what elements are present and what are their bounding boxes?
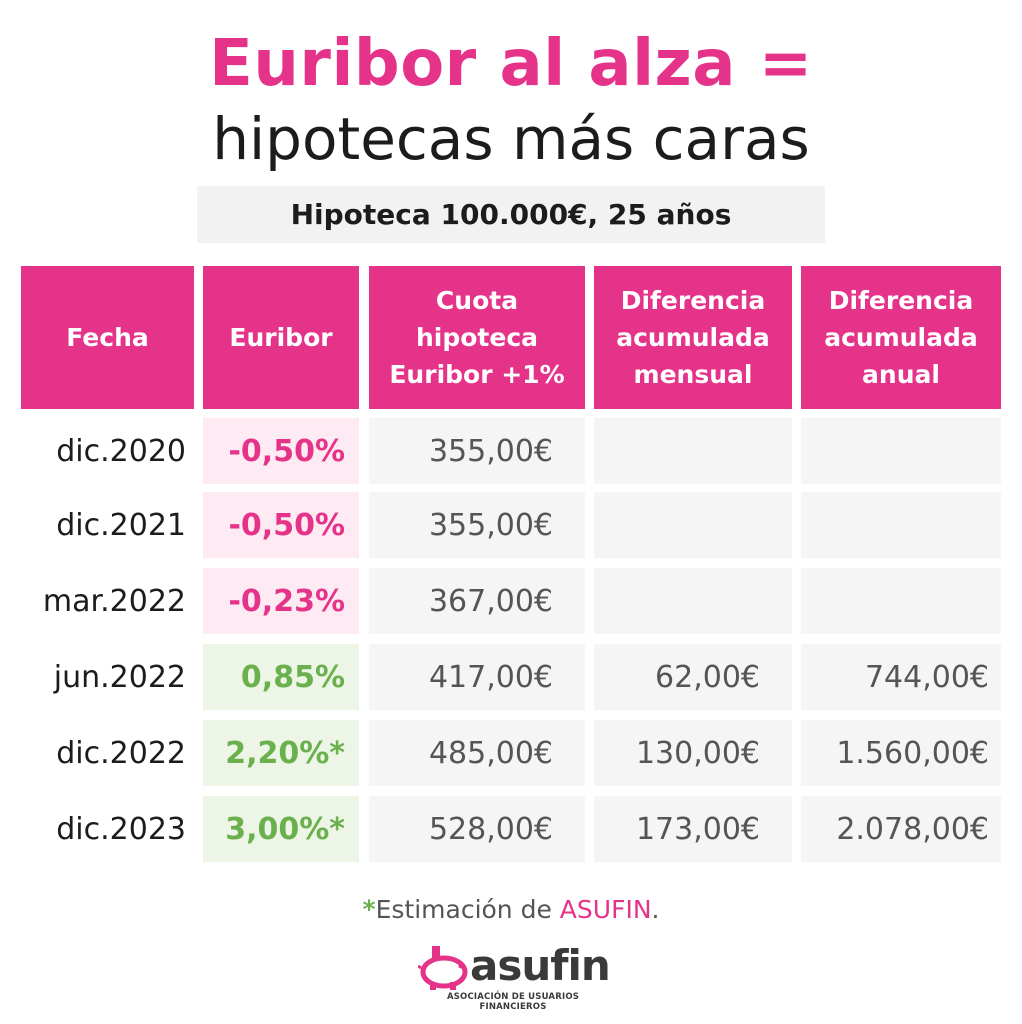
euribor-cell: 3,00%* bbox=[203, 796, 359, 862]
asufin-logo: asufin ASOCIACIÓN DE USUARIOS FINANCIERO… bbox=[418, 940, 611, 1012]
footnote-asterisk: * bbox=[362, 895, 376, 924]
annual-diff-cell: 2.078,00€ bbox=[801, 796, 1001, 862]
monthly-diff-cell: 130,00€ bbox=[594, 720, 792, 786]
date-cell: dic.2023 bbox=[56, 811, 186, 847]
annual-diff-cell bbox=[801, 492, 1001, 558]
date-cell: dic.2020 bbox=[56, 433, 186, 469]
annual-diff-cell: 1.560,00€ bbox=[801, 720, 1001, 786]
date-cell: jun.2022 bbox=[53, 659, 186, 695]
column-header: Fecha bbox=[21, 266, 194, 409]
payment-cell: 417,00€ bbox=[369, 644, 585, 710]
footnote: *Estimación de ASUFIN. bbox=[0, 895, 1022, 924]
payment-cell: 485,00€ bbox=[369, 720, 585, 786]
logo-tagline: ASOCIACIÓN DE USUARIOS FINANCIEROS bbox=[446, 992, 580, 1012]
monthly-diff-cell bbox=[594, 568, 792, 634]
footnote-brand: ASUFIN bbox=[559, 895, 652, 924]
page-subtitle: hipotecas más caras bbox=[212, 105, 810, 173]
date-cell: dic.2022 bbox=[56, 735, 186, 771]
logo-wordmark: asufin bbox=[470, 941, 611, 990]
euribor-cell: -0,50% bbox=[203, 492, 359, 558]
euribor-cell: 2,20%* bbox=[203, 720, 359, 786]
date-cell: dic.2021 bbox=[56, 507, 186, 543]
date-cell: mar.2022 bbox=[42, 583, 186, 619]
euribor-cell: -0,50% bbox=[203, 418, 359, 484]
page-title: Euribor al alza = bbox=[209, 27, 813, 101]
mortgage-conditions-label: Hipoteca 100.000€, 25 años bbox=[197, 186, 825, 243]
monthly-diff-cell bbox=[594, 418, 792, 484]
euribor-cell: -0,23% bbox=[203, 568, 359, 634]
monthly-diff-cell: 62,00€ bbox=[594, 644, 792, 710]
column-header: Euribor bbox=[203, 266, 359, 409]
euribor-cell: 0,85% bbox=[203, 644, 359, 710]
payment-cell: 355,00€ bbox=[369, 418, 585, 484]
annual-diff-cell: 744,00€ bbox=[801, 644, 1001, 710]
payment-cell: 528,00€ bbox=[369, 796, 585, 862]
monthly-diff-cell: 173,00€ bbox=[594, 796, 792, 862]
column-header: Diferencia acumulada anual bbox=[801, 266, 1001, 409]
payment-cell: 355,00€ bbox=[369, 492, 585, 558]
column-header: Cuota hipoteca Euribor +1% bbox=[369, 266, 585, 409]
annual-diff-cell bbox=[801, 568, 1001, 634]
payment-cell: 367,00€ bbox=[369, 568, 585, 634]
monthly-diff-cell bbox=[594, 492, 792, 558]
footnote-text: Estimación de bbox=[375, 895, 560, 924]
footnote-period: . bbox=[651, 895, 660, 924]
column-header: Diferencia acumulada mensual bbox=[594, 266, 792, 409]
piggy-bank-icon bbox=[418, 946, 468, 990]
annual-diff-cell bbox=[801, 418, 1001, 484]
